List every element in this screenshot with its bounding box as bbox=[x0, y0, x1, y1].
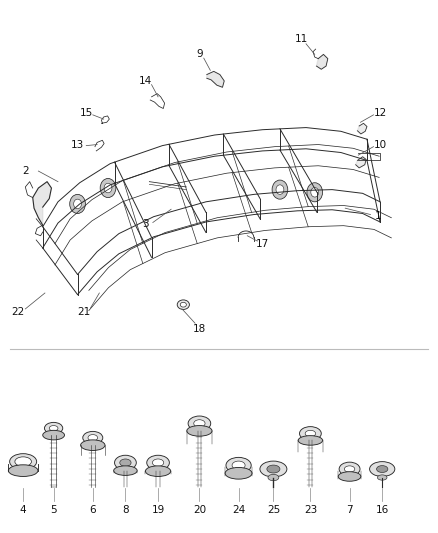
Polygon shape bbox=[356, 157, 366, 168]
Ellipse shape bbox=[177, 300, 189, 310]
Text: 16: 16 bbox=[375, 505, 389, 515]
Ellipse shape bbox=[10, 454, 37, 470]
Ellipse shape bbox=[344, 466, 355, 472]
Ellipse shape bbox=[188, 416, 211, 431]
Circle shape bbox=[100, 179, 116, 198]
Ellipse shape bbox=[370, 462, 395, 477]
Ellipse shape bbox=[339, 462, 360, 476]
Ellipse shape bbox=[8, 465, 38, 477]
Ellipse shape bbox=[377, 466, 388, 472]
Polygon shape bbox=[207, 71, 224, 87]
Text: 10: 10 bbox=[374, 140, 387, 150]
Ellipse shape bbox=[268, 474, 279, 481]
Text: 2: 2 bbox=[22, 166, 28, 176]
Ellipse shape bbox=[226, 457, 251, 473]
Text: 22: 22 bbox=[11, 306, 25, 317]
Text: 17: 17 bbox=[256, 239, 269, 249]
Text: 15: 15 bbox=[80, 108, 93, 118]
Text: 19: 19 bbox=[152, 505, 165, 515]
Ellipse shape bbox=[114, 466, 137, 475]
Circle shape bbox=[104, 183, 112, 193]
Circle shape bbox=[74, 199, 81, 209]
Ellipse shape bbox=[260, 461, 287, 477]
Ellipse shape bbox=[43, 430, 64, 440]
Text: 8: 8 bbox=[122, 505, 129, 515]
Ellipse shape bbox=[305, 430, 316, 437]
Ellipse shape bbox=[378, 475, 387, 480]
Text: 9: 9 bbox=[196, 50, 203, 59]
Text: 21: 21 bbox=[78, 306, 91, 317]
Ellipse shape bbox=[15, 457, 32, 466]
Ellipse shape bbox=[83, 431, 103, 444]
Polygon shape bbox=[357, 123, 367, 134]
Ellipse shape bbox=[298, 435, 322, 445]
Ellipse shape bbox=[300, 426, 321, 440]
Text: 14: 14 bbox=[138, 76, 152, 86]
Ellipse shape bbox=[120, 459, 131, 466]
Text: 5: 5 bbox=[50, 505, 57, 515]
Ellipse shape bbox=[225, 467, 252, 479]
Ellipse shape bbox=[49, 425, 58, 431]
Ellipse shape bbox=[187, 425, 212, 436]
Text: 23: 23 bbox=[304, 505, 317, 515]
Ellipse shape bbox=[81, 440, 105, 450]
Ellipse shape bbox=[180, 302, 186, 307]
Text: 6: 6 bbox=[89, 505, 96, 515]
Circle shape bbox=[276, 185, 284, 195]
Circle shape bbox=[307, 183, 322, 202]
Ellipse shape bbox=[267, 465, 280, 473]
Text: 18: 18 bbox=[193, 324, 206, 334]
Text: 1: 1 bbox=[374, 211, 381, 221]
Ellipse shape bbox=[152, 459, 164, 466]
Text: 13: 13 bbox=[71, 140, 84, 150]
Ellipse shape bbox=[232, 461, 245, 470]
Ellipse shape bbox=[145, 466, 171, 477]
Ellipse shape bbox=[194, 419, 205, 427]
Polygon shape bbox=[33, 182, 51, 225]
Circle shape bbox=[272, 180, 288, 199]
Text: 3: 3 bbox=[142, 219, 148, 229]
Text: 4: 4 bbox=[20, 505, 26, 515]
Polygon shape bbox=[317, 54, 328, 69]
Text: 11: 11 bbox=[295, 34, 308, 44]
Circle shape bbox=[70, 195, 85, 214]
Ellipse shape bbox=[338, 472, 361, 481]
Ellipse shape bbox=[115, 455, 136, 470]
Circle shape bbox=[311, 188, 319, 197]
Text: 24: 24 bbox=[232, 505, 245, 515]
Text: 25: 25 bbox=[267, 505, 280, 515]
Text: 7: 7 bbox=[346, 505, 353, 515]
Ellipse shape bbox=[88, 434, 98, 441]
Text: 20: 20 bbox=[193, 505, 206, 515]
Ellipse shape bbox=[45, 422, 63, 434]
Ellipse shape bbox=[147, 455, 170, 470]
Text: 12: 12 bbox=[374, 108, 387, 118]
